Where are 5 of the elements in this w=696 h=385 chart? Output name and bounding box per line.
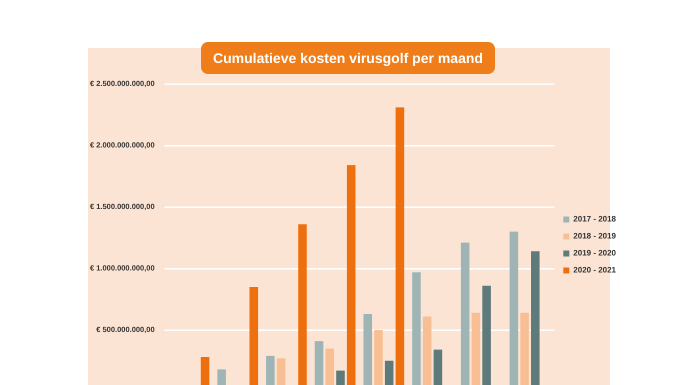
- legend-label: 2017 - 2018: [573, 214, 617, 224]
- chart-title: Cumulatieve kosten virusgolf per maand: [201, 42, 495, 74]
- legend-label: 2019 - 2020: [573, 248, 617, 258]
- legend-label: 2020 - 2021: [573, 266, 617, 275]
- legend-label: 2018 - 2019: [573, 232, 617, 241]
